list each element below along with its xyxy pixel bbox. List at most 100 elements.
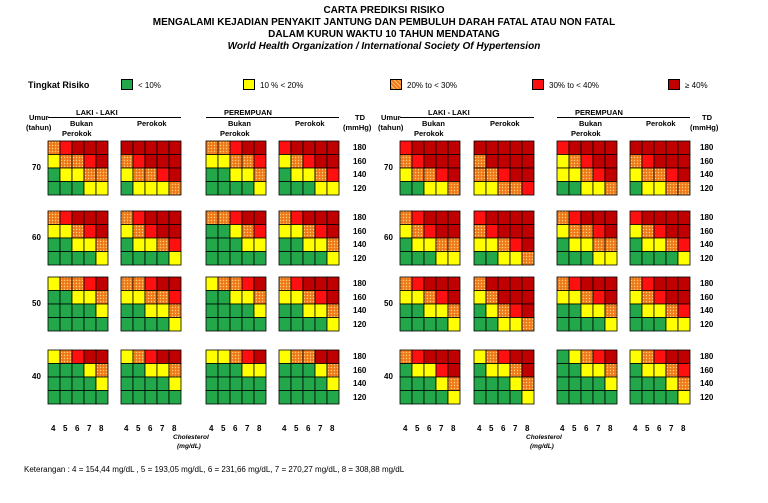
risk-cell [290, 303, 304, 318]
risk-cell [290, 317, 304, 332]
risk-cell [290, 224, 304, 239]
risk-cell [592, 237, 606, 252]
risk-cell [435, 276, 449, 291]
risk-cell [580, 363, 594, 378]
risk-cell [497, 181, 511, 196]
risk-cell [314, 251, 328, 266]
perokok-header: Perokok [490, 119, 520, 128]
risk-cell [217, 349, 231, 364]
risk-cell [497, 154, 511, 169]
risk-cell [326, 237, 340, 252]
risk-cell [435, 349, 449, 364]
risk-cell [314, 167, 328, 182]
risk-cell [253, 154, 267, 169]
risk-cell [168, 224, 182, 239]
risk-cell [556, 140, 570, 155]
risk-cell [592, 276, 606, 291]
risk-cell [253, 303, 267, 318]
risk-cell [604, 317, 618, 332]
risk-cell [314, 290, 328, 305]
risk-cell [132, 303, 146, 318]
perokok-header: Perokok [571, 129, 601, 138]
risk-cell [665, 276, 679, 291]
risk-cell [509, 237, 523, 252]
risk-cell [435, 290, 449, 305]
cholesterol-tick: 8 [257, 424, 262, 433]
risk-cell [47, 210, 61, 225]
risk-cell [653, 363, 667, 378]
risk-cell [302, 140, 316, 155]
risk-cell [59, 290, 73, 305]
risk-cell [144, 390, 158, 405]
risk-cell [71, 251, 85, 266]
risk-cell [83, 167, 97, 182]
risk-cell [473, 276, 487, 291]
risk-cell [423, 251, 437, 266]
risk-cell [473, 317, 487, 332]
risk-cell [156, 167, 170, 182]
cholesterol-tick: 7 [669, 424, 674, 433]
risk-cell [47, 237, 61, 252]
risk-cell [509, 390, 523, 405]
legend-label: ≥ 40% [685, 81, 708, 90]
risk-cell [314, 390, 328, 405]
perokok-header: Perokok [62, 129, 92, 138]
risk-cell [205, 290, 219, 305]
risk-cell [229, 376, 243, 391]
cholesterol-tick: 5 [489, 424, 494, 433]
risk-cell [653, 210, 667, 225]
risk-cell [290, 390, 304, 405]
risk-cell [411, 210, 425, 225]
risk-cell [47, 349, 61, 364]
age-label: 50 [32, 299, 41, 308]
risk-cell [509, 276, 523, 291]
risk-cell [302, 276, 316, 291]
risk-cell [411, 224, 425, 239]
risk-cell [665, 363, 679, 378]
risk-cell [435, 210, 449, 225]
risk-cell [120, 154, 134, 169]
risk-cell [132, 224, 146, 239]
risk-cell [497, 317, 511, 332]
risk-cell [47, 363, 61, 378]
risk-cell [302, 290, 316, 305]
risk-cell [629, 251, 643, 266]
cholesterol-tick: 6 [657, 424, 662, 433]
risk-cell [132, 363, 146, 378]
risk-cell [556, 181, 570, 196]
cholesterol-tick: 6 [427, 424, 432, 433]
risk-cell [314, 349, 328, 364]
risk-cell [83, 390, 97, 405]
cholesterol-key-note: Keterangan : 4 = 154,44 mg/dL , 5 = 193,… [24, 465, 405, 474]
risk-cell [665, 181, 679, 196]
risk-cell [423, 224, 437, 239]
risk-cell [156, 376, 170, 391]
risk-cell [95, 349, 109, 364]
risk-cell [314, 303, 328, 318]
risk-cell [592, 251, 606, 266]
risk-cell [144, 363, 158, 378]
risk-cell [253, 181, 267, 196]
risk-cell [71, 376, 85, 391]
risk-cell [120, 237, 134, 252]
risk-cell [290, 251, 304, 266]
risk-cell [592, 376, 606, 391]
cholesterol-tick: 6 [306, 424, 311, 433]
risk-cell [83, 181, 97, 196]
risk-cell [47, 140, 61, 155]
risk-cell [95, 276, 109, 291]
risk-cell [509, 349, 523, 364]
risk-cell [473, 210, 487, 225]
risk-cell [653, 224, 667, 239]
risk-cell [168, 317, 182, 332]
risk-cell [132, 390, 146, 405]
risk-cell [411, 181, 425, 196]
risk-cell [497, 224, 511, 239]
risk-cell [473, 303, 487, 318]
risk-cell [120, 167, 134, 182]
risk-cell [677, 210, 691, 225]
risk-cell [71, 224, 85, 239]
risk-cell [568, 317, 582, 332]
risk-cell [168, 363, 182, 378]
risk-cell [411, 349, 425, 364]
